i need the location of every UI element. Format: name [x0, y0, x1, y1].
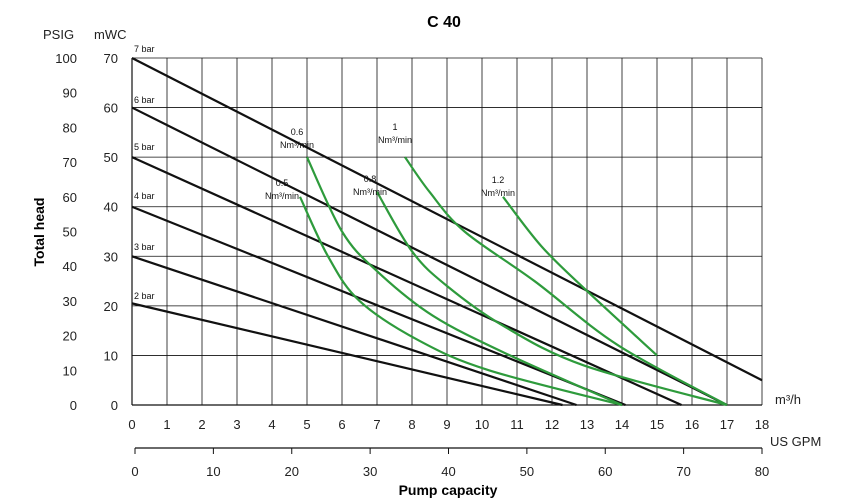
pressure-line [131, 302, 563, 407]
air-label: Nm³/min [280, 140, 314, 150]
x-tick-label-usgpm: 60 [598, 464, 612, 479]
y-tick-label-psig: 80 [63, 120, 77, 135]
x-tick-label-m3h: 14 [615, 417, 629, 432]
chart-title: C 40 [427, 14, 461, 31]
x-tick-label-m3h: 15 [650, 417, 664, 432]
y-tick-label-mwc: 70 [104, 51, 118, 66]
y-tick-label-mwc: 0 [111, 398, 118, 413]
x-tick-label-m3h: 9 [443, 417, 450, 432]
pressure-label: 7 bar [134, 44, 155, 54]
pressure-label: 5 bar [134, 142, 155, 152]
pressure-label: 2 bar [134, 291, 155, 301]
air-label: 0.5 [276, 178, 289, 188]
y-tick-label-psig: 90 [63, 86, 77, 101]
usgpm-unit-label: US GPM [770, 434, 821, 449]
pressure-line [131, 106, 728, 406]
pressure-line [131, 156, 682, 407]
x-tick-label-usgpm: 80 [755, 464, 769, 479]
x-tick-label-m3h: 8 [408, 417, 415, 432]
x-tick-label-usgpm: 30 [363, 464, 377, 479]
air-label: Nm³/min [481, 188, 515, 198]
air-curve [502, 196, 658, 357]
x-tick-label-m3h: 11 [510, 417, 524, 432]
y-tick-label-mwc: 60 [104, 101, 118, 116]
x-tick-label-m3h: 7 [373, 417, 380, 432]
y-axis-title: Total head [31, 198, 47, 267]
y-tick-label-psig: 100 [55, 51, 77, 66]
psig-unit-label: PSIG [43, 27, 74, 42]
x-tick-label-m3h: 3 [233, 417, 240, 432]
x-tick-label-m3h: 18 [755, 417, 769, 432]
y-tick-label-mwc: 20 [104, 299, 118, 314]
x-tick-label-m3h: 6 [338, 417, 345, 432]
y-tick-label-psig: 50 [63, 225, 77, 240]
x-axis-title: Pump capacity [399, 482, 498, 498]
ticks: 0 1 2 3 4 5 6 7 8 9 10 11 12 13 14 15 16 17 180 10 20 30 40 50 6… [55, 51, 769, 479]
air-label: 0.6 [291, 127, 304, 137]
m3h-unit-label: m³/h [775, 392, 801, 407]
y-tick-label-psig: 10 [63, 363, 77, 378]
x-tick-label-m3h: 2 [198, 417, 205, 432]
y-tick-label-mwc: 40 [104, 200, 118, 215]
mwc-unit-label: mWC [94, 27, 127, 42]
grid [131, 57, 763, 454]
pressure-line [131, 57, 763, 382]
air-label: Nm³/min [378, 135, 412, 145]
y-tick-label-mwc: 10 [104, 348, 118, 363]
x-tick-label-m3h: 1 [163, 417, 170, 432]
x-tick-label-m3h: 13 [580, 417, 594, 432]
pressure-label: 6 bar [134, 95, 155, 105]
air-label: 0.8 [364, 174, 377, 184]
pressure-line [131, 205, 626, 407]
air-curve [306, 156, 623, 407]
pressure-label: 3 bar [134, 242, 155, 252]
y-tick-label-psig: 60 [63, 190, 77, 205]
x-tick-label-m3h: 16 [685, 417, 699, 432]
air-curve [299, 196, 623, 407]
series-labels: 7 bar 6 bar 5 bar 4 bar 3 bar 2 bar 0.5 Nm³/min… [134, 44, 515, 301]
x-tick-label-usgpm: 40 [441, 464, 455, 479]
air-label: 1.2 [492, 175, 505, 185]
curves [131, 57, 763, 407]
pressure-label: 4 bar [134, 191, 155, 201]
y-tick-label-mwc: 50 [104, 150, 118, 165]
y-tick-label-psig: 30 [63, 294, 77, 309]
x-tick-label-usgpm: 70 [676, 464, 690, 479]
x-tick-label-usgpm: 0 [131, 464, 138, 479]
y-tick-label-psig: 70 [63, 155, 77, 170]
pressure-line [131, 255, 577, 407]
y-tick-label-psig: 20 [63, 329, 77, 344]
x-tick-label-m3h: 4 [268, 417, 275, 432]
air-curve [376, 191, 728, 407]
y-tick-label-psig: 0 [70, 398, 77, 413]
y-tick-label-psig: 40 [63, 259, 77, 274]
x-tick-label-m3h: 10 [475, 417, 489, 432]
y-tick-label-mwc: 30 [104, 249, 118, 264]
x-tick-label-m3h: 12 [545, 417, 559, 432]
x-tick-label-m3h: 17 [720, 417, 734, 432]
air-curve [404, 156, 728, 406]
x-tick-label-m3h: 5 [303, 417, 310, 432]
x-tick-label-m3h: 0 [128, 417, 135, 432]
x-tick-label-usgpm: 20 [285, 464, 299, 479]
air-label: Nm³/min [353, 187, 387, 197]
x-tick-label-usgpm: 10 [206, 464, 220, 479]
x-tick-label-usgpm: 50 [520, 464, 534, 479]
air-label: Nm³/min [265, 191, 299, 201]
air-label: 1 [392, 122, 397, 132]
